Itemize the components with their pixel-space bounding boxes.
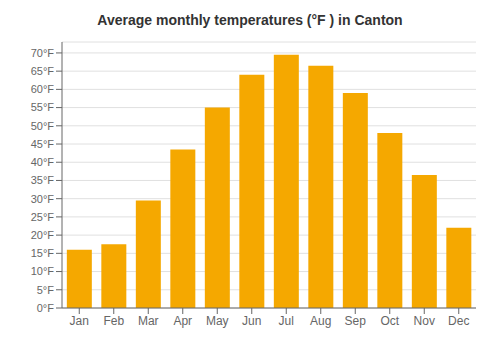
svg-text:30°F: 30°F — [31, 193, 55, 205]
svg-text:35°F: 35°F — [31, 174, 55, 186]
svg-text:Oct: Oct — [380, 314, 399, 328]
svg-text:10°F: 10°F — [31, 265, 55, 277]
svg-text:55°F: 55°F — [31, 101, 55, 113]
svg-text:25°F: 25°F — [31, 211, 55, 223]
svg-text:50°F: 50°F — [31, 120, 55, 132]
svg-text:60°F: 60°F — [31, 83, 55, 95]
svg-text:5°F: 5°F — [37, 284, 55, 296]
svg-text:70°F: 70°F — [31, 47, 55, 59]
svg-text:Nov: Nov — [414, 314, 435, 328]
svg-text:0°F: 0°F — [37, 302, 55, 314]
svg-text:40°F: 40°F — [31, 156, 55, 168]
svg-text:Jul: Jul — [279, 314, 294, 328]
svg-text:Aug: Aug — [310, 314, 331, 328]
svg-text:Jun: Jun — [242, 314, 261, 328]
svg-text:Mar: Mar — [138, 314, 159, 328]
svg-text:May: May — [206, 314, 229, 328]
svg-text:15°F: 15°F — [31, 247, 55, 259]
svg-text:Dec: Dec — [448, 314, 469, 328]
html-text:Average monthly temperatures (: Average monthly temperatures (°F ) in Ca… — [97, 12, 403, 28]
svg-text:Sep: Sep — [345, 314, 367, 328]
svg-text:65°F: 65°F — [31, 65, 55, 77]
svg-text:20°F: 20°F — [31, 229, 55, 241]
svg-text:Feb: Feb — [103, 314, 124, 328]
svg-text:Jan: Jan — [70, 314, 89, 328]
svg-text:45°F: 45°F — [31, 138, 55, 150]
svg-text:Apr: Apr — [173, 314, 192, 328]
